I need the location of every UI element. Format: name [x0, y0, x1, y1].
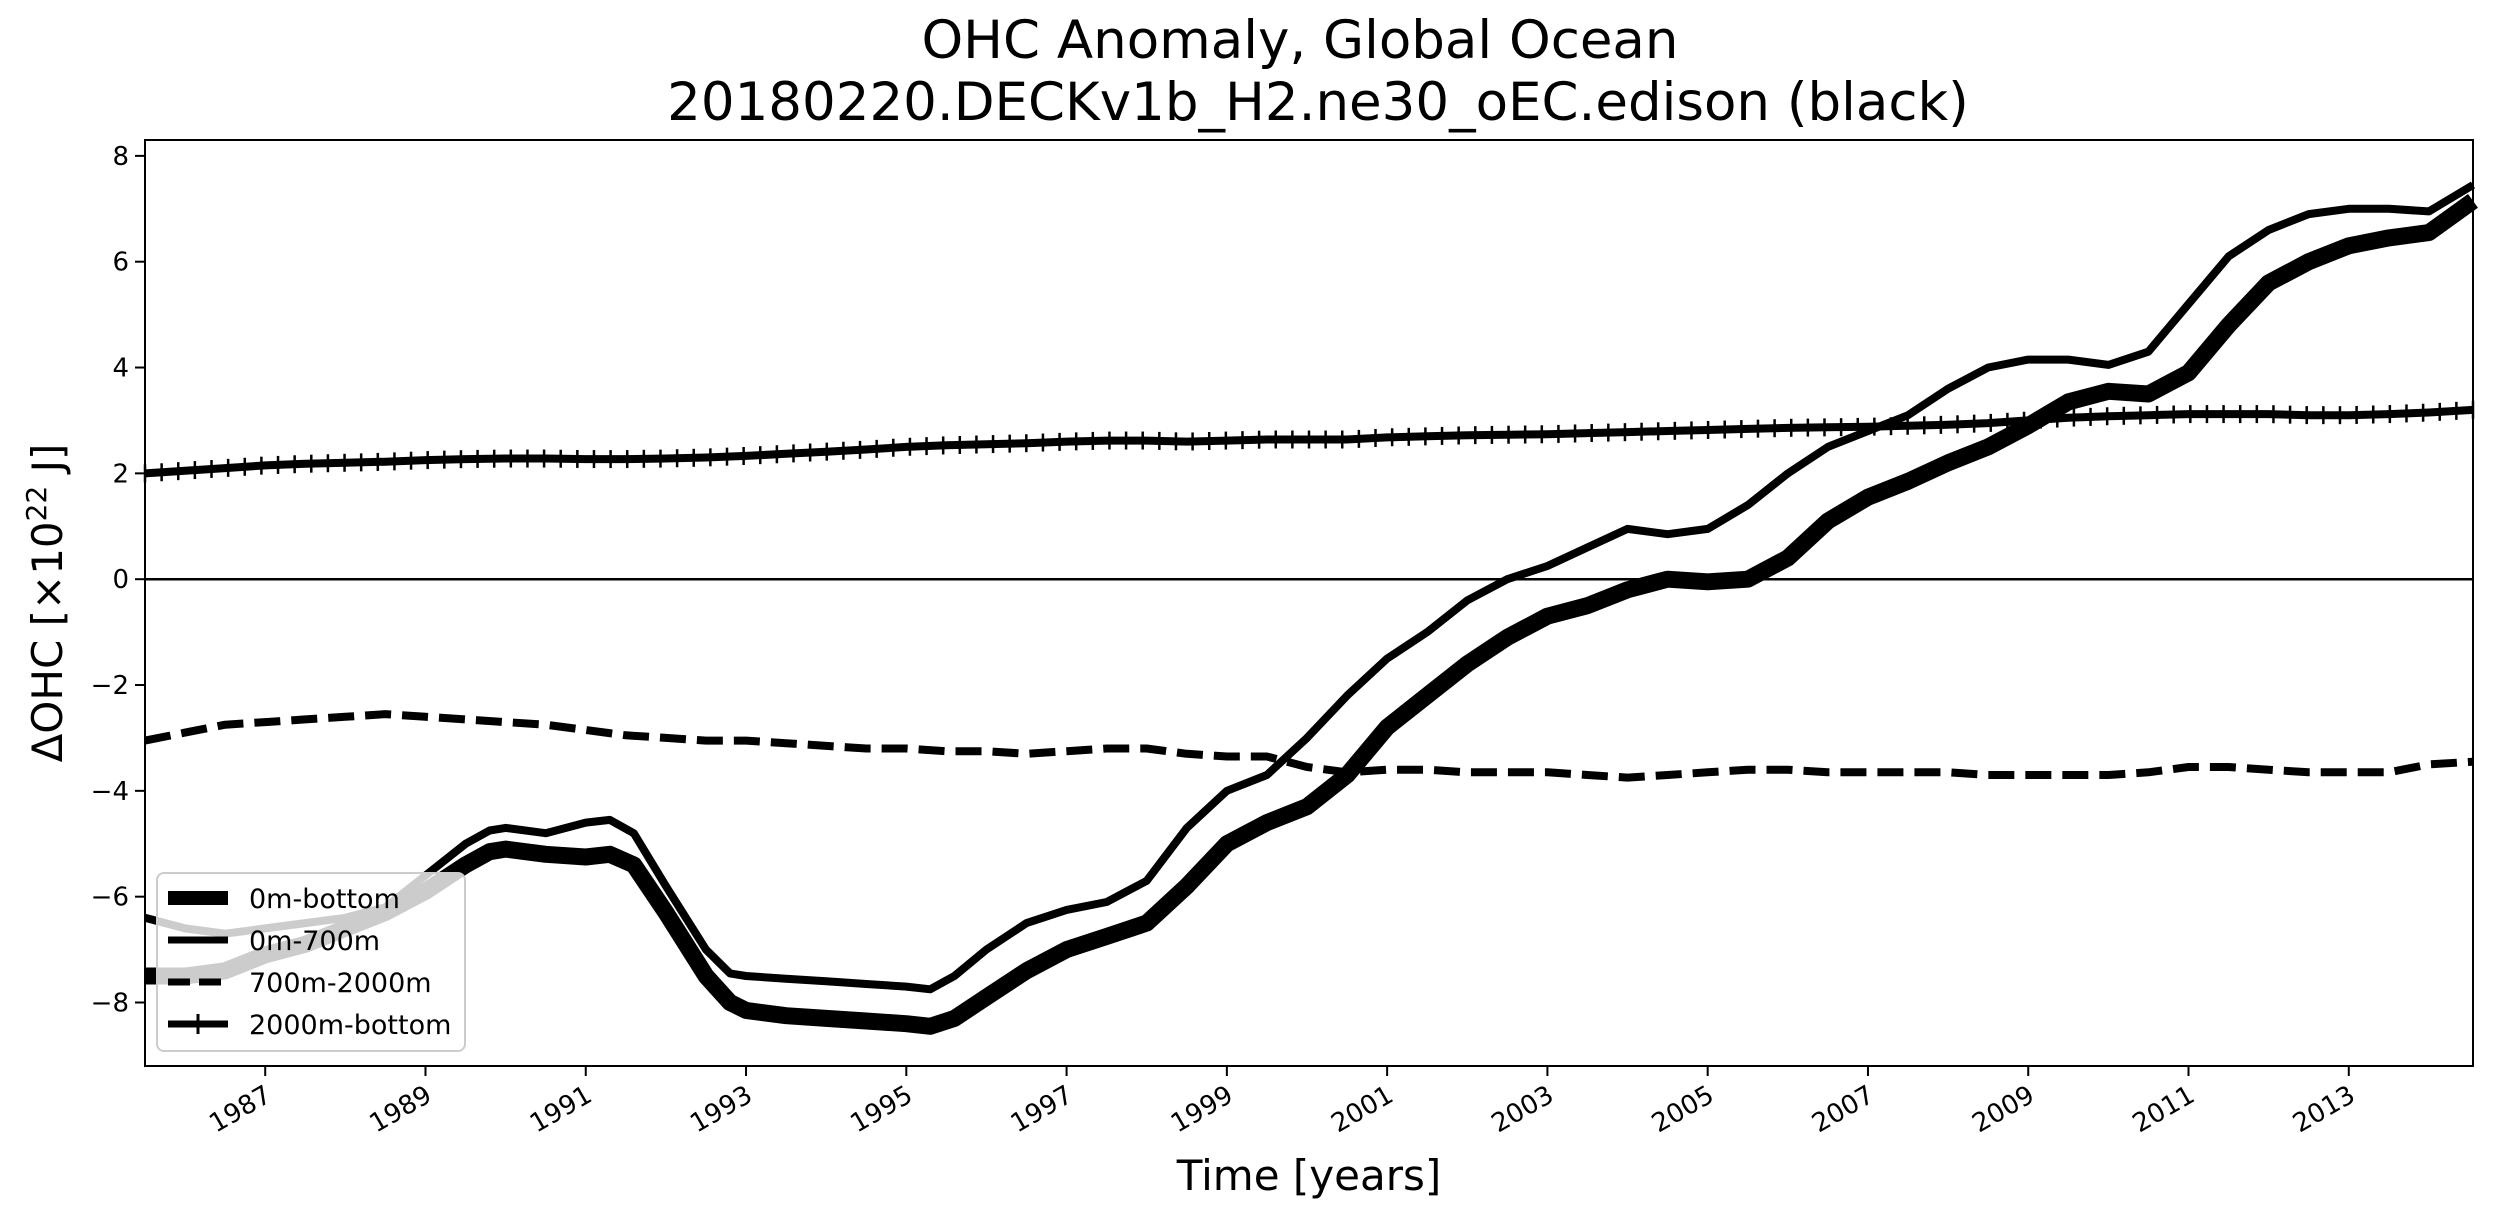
x-tick-label: 1999	[1166, 1080, 1238, 1139]
series-markers-2000m-bottom	[143, 400, 2475, 483]
y-tick-label: 6	[112, 248, 129, 278]
x-tick-label: 1987	[204, 1080, 276, 1139]
x-axis-ticks: 1987 1989 1991 1993 1995 1997 1999 2001 2003 2005…	[204, 1066, 2360, 1139]
x-tick-label: 2011	[2128, 1080, 2200, 1139]
plot-area	[143, 181, 2478, 1035]
series-line-700m-2000m	[144, 710, 2474, 782]
x-tick-label: 1997	[1006, 1080, 1078, 1139]
y-tick-label: 0	[112, 565, 129, 595]
x-tick-label: 2003	[1487, 1080, 1559, 1139]
legend-label-2000m-bottom: 2000m-bottom	[249, 1010, 451, 1041]
legend-box	[156, 872, 466, 1052]
y-tick-label: −6	[91, 883, 129, 913]
x-tick-label: 2001	[1326, 1080, 1398, 1139]
y-axis-label: ΔOHC [×1022 J]	[20, 444, 72, 763]
chart-title-line-2: 20180220.DECKv1b_H2.ne30_oEC.edison (bla…	[667, 72, 1969, 133]
x-tick-label: 1995	[846, 1080, 918, 1139]
y-tick-label: −4	[91, 777, 129, 807]
y-tick-label: −2	[91, 671, 129, 701]
legend-label-700m-2000m: 700m-2000m	[249, 968, 432, 999]
y-axis-ticks: −8 −6 −4 −2 0 2 4 6 8	[91, 142, 145, 1019]
chart-title-line-1: OHC Anomaly, Global Ocean	[921, 10, 1678, 71]
x-tick-label: 1991	[525, 1080, 597, 1139]
x-axis-label: Time [years]	[1176, 1151, 1442, 1200]
y-tick-label: 4	[112, 354, 129, 384]
y-axis-label-main: ΔOHC [×10	[23, 521, 72, 762]
y-axis-label-unit: J]	[23, 444, 72, 486]
x-tick-label: 2009	[1967, 1080, 2039, 1139]
x-tick-label: 1989	[365, 1080, 437, 1139]
y-axis-label-exponent: 22	[20, 486, 53, 522]
series-line-2000m-bottom	[144, 405, 2474, 478]
legend-label-0m-bottom: 0m-bottom	[249, 884, 400, 915]
series-line-0m-bottom	[145, 193, 2478, 1035]
x-tick-label: 1993	[685, 1080, 757, 1139]
y-tick-label: −8	[91, 989, 129, 1019]
legend: 0m-bottom 0m-700m 700m-2000m 2000m-botto…	[156, 872, 466, 1052]
series-line-0m-700m	[143, 181, 2476, 994]
x-tick-label: 2005	[1647, 1080, 1719, 1139]
plot-frame	[144, 139, 2474, 1067]
y-tick-label: 2	[112, 459, 129, 489]
legend-label-0m-700m: 0m-700m	[249, 926, 380, 957]
x-tick-label: 2007	[1807, 1080, 1879, 1139]
x-tick-label: 2013	[2288, 1080, 2360, 1139]
y-tick-label: 8	[112, 142, 129, 172]
